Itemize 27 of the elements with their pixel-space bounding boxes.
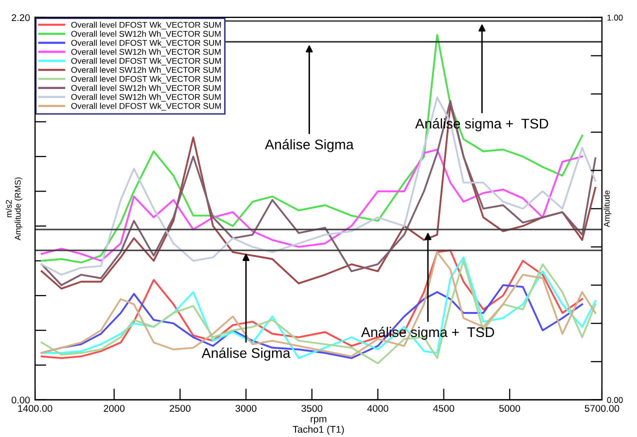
x-axis-title: rpm Tacho1 (T1)	[292, 416, 344, 435]
x-tick-label: 5700.00	[584, 404, 620, 412]
legend-label: Overall level DFOST Wk_VECTOR SUM	[71, 102, 221, 111]
x-tick-label: 3000	[236, 404, 256, 412]
y2-tick-label: 0.00	[607, 397, 623, 403]
y-tick-label: 2.20	[12, 14, 30, 22]
annotation: Análise Sigma	[264, 139, 354, 152]
x-tick-label: 4500	[433, 404, 454, 412]
legend-label: Overall level DFOST Wk_VECTOR SUM	[71, 76, 221, 84]
legend-label: Overall level SW12h Wh_VECTOR SUM	[71, 66, 221, 74]
legend-label: Overall level SW12h Wh_VECTOR SUM	[71, 30, 221, 38]
x-tick-label: 5000	[499, 404, 520, 412]
x-tick-label: 3500	[301, 404, 322, 412]
y2-tick-label: 1.00	[607, 14, 623, 21]
y2-axis-title: Amplitude	[604, 190, 612, 228]
legend-label: Overall level SW12h Wh_VECTOR SUM	[71, 48, 221, 56]
x-tick-label: 4000	[367, 404, 388, 412]
y-axis-title: m/s2 Amplitude (RMS)	[6, 177, 22, 240]
x-tick-label: 2000	[104, 404, 125, 412]
x-tick-label: 1400.00	[18, 404, 52, 412]
legend-label: Overall level DFOST Wk_VECTOR SUM	[71, 40, 221, 48]
legend-label: Overall level SW12h Wh_VECTOR SUM	[71, 84, 221, 92]
legend-label: Overall level DFOST Wk_VECTOR SUM	[71, 22, 221, 30]
annotation: Análise Sigma	[202, 348, 290, 361]
legend-label: Overall level SW12h Wh_VECTOR SUM	[71, 94, 221, 102]
legend-label: Overall level DFOST Wk_VECTOR SUM	[71, 58, 221, 66]
x-tick-label: 2500	[170, 404, 190, 412]
